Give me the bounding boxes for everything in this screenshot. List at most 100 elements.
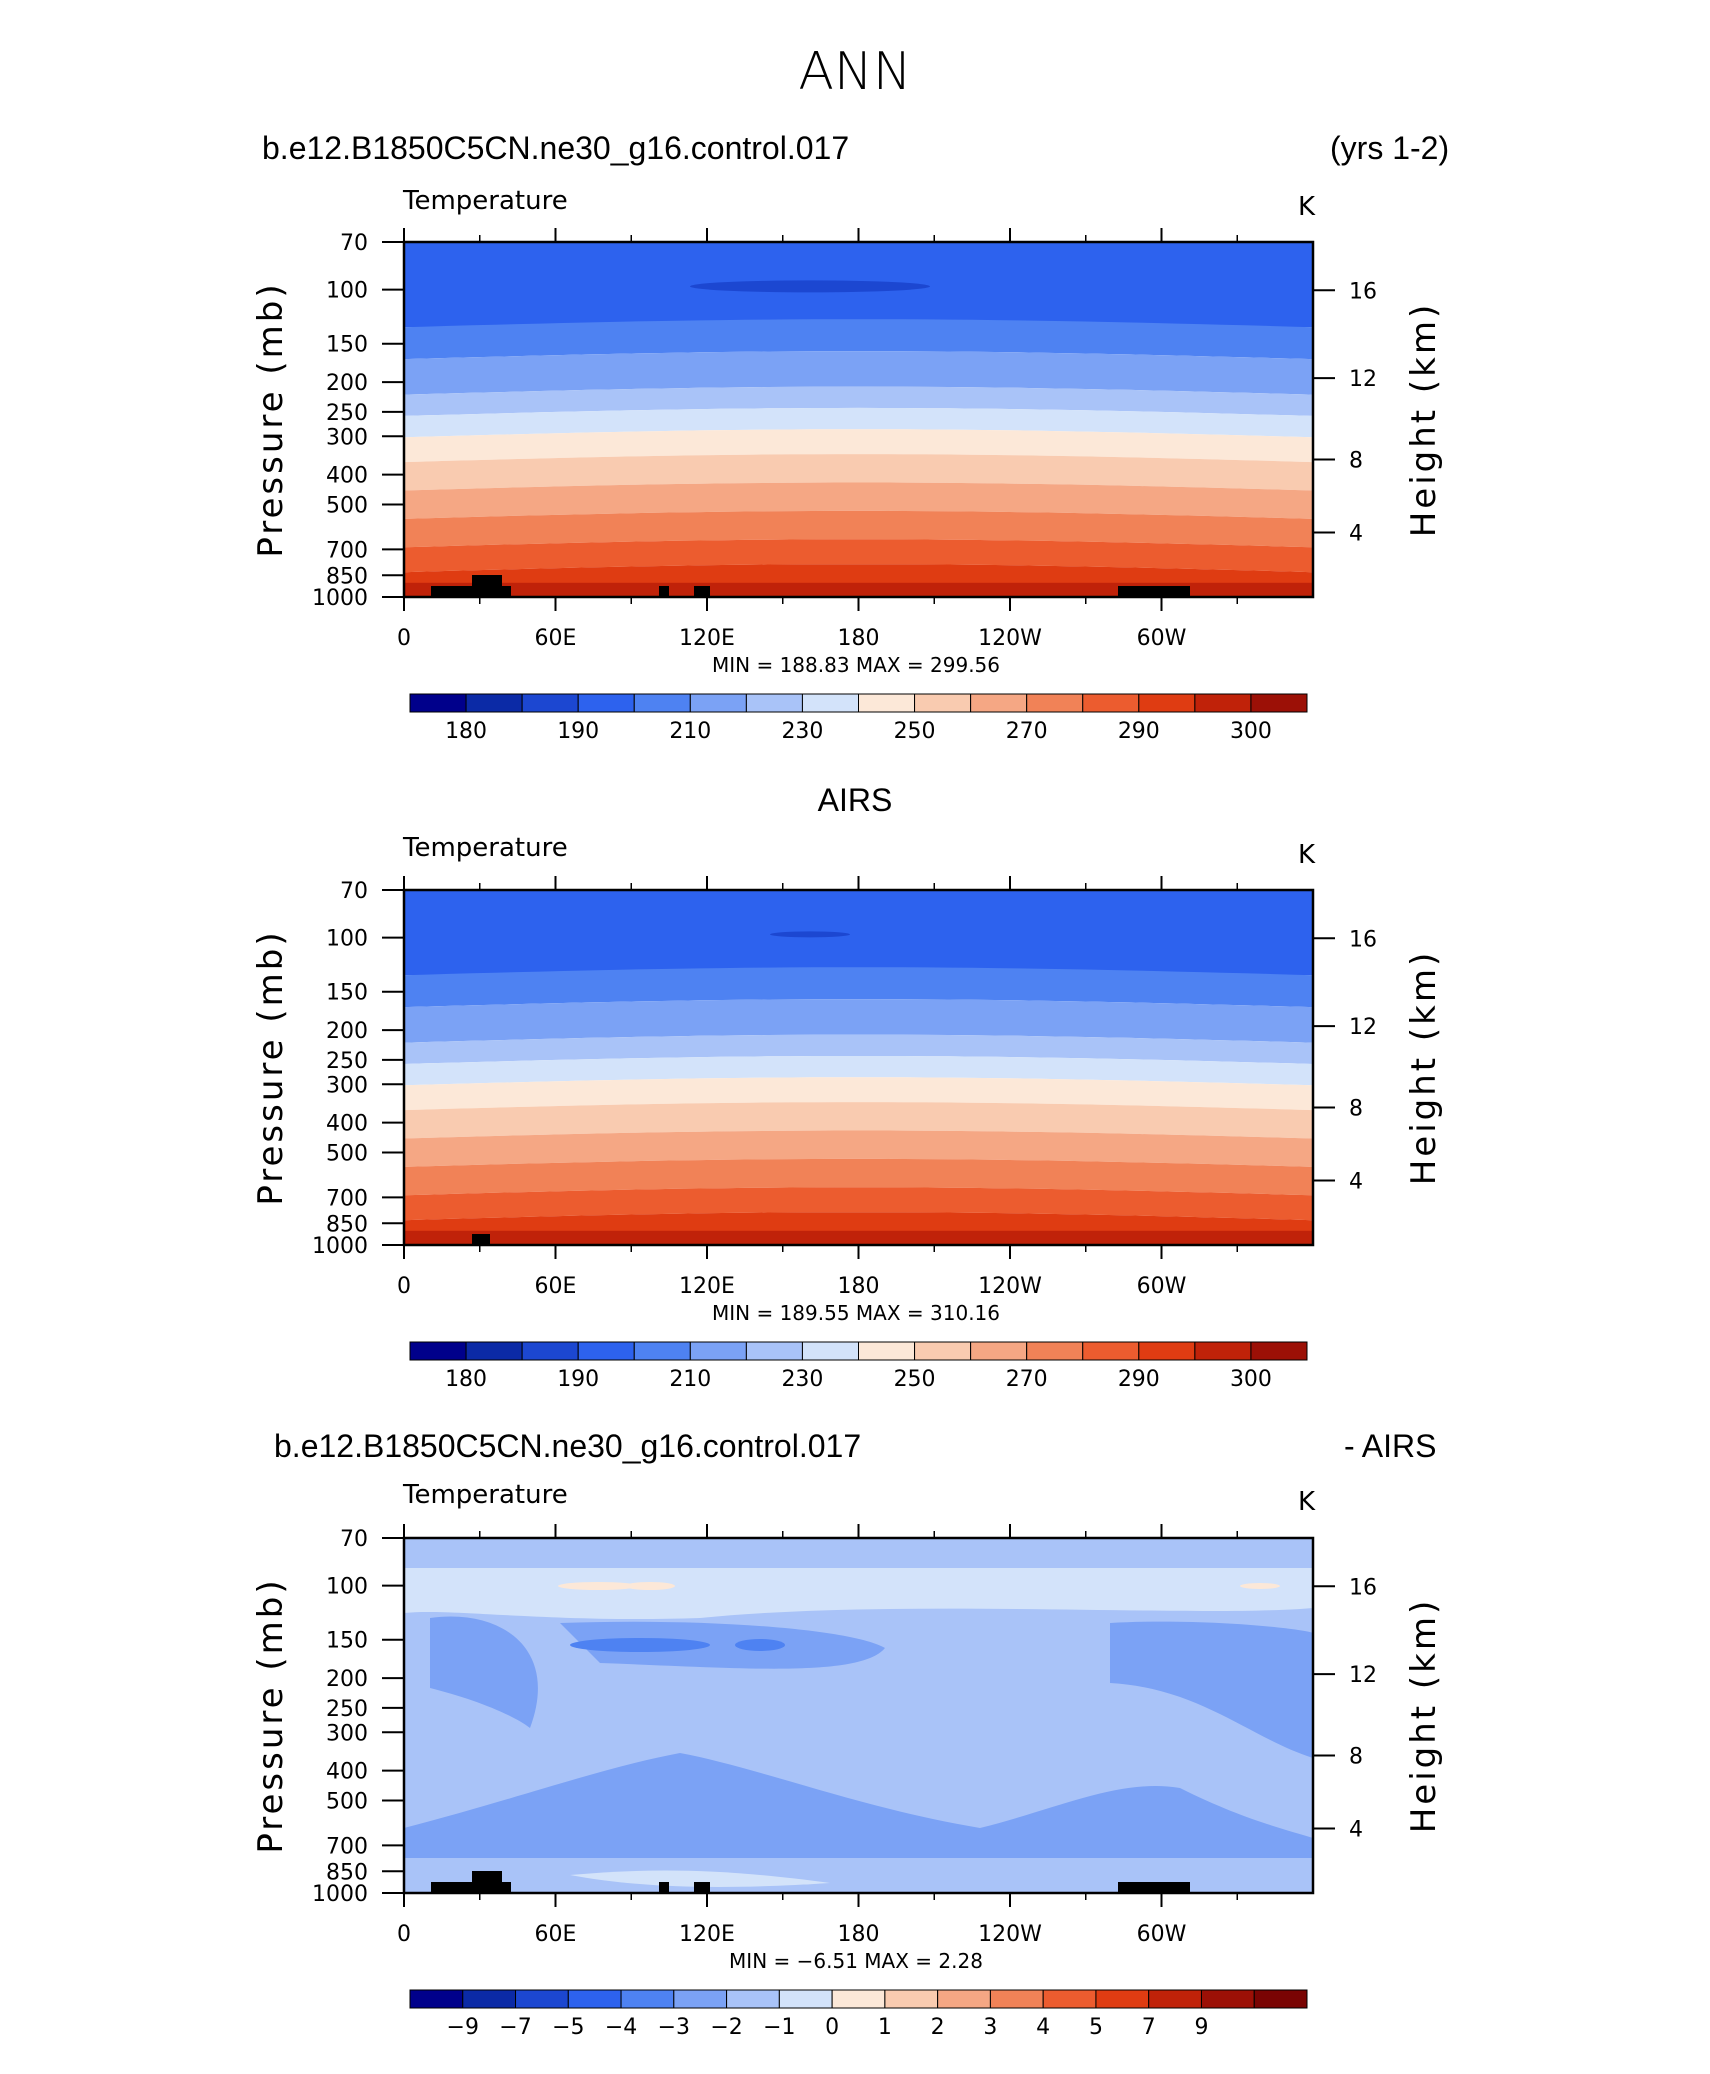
colorbar-box (1250, 1341, 1308, 1361)
warm-anomaly (1240, 1583, 1280, 1589)
temperature-band (404, 967, 1313, 1008)
colorbar-label: 5 (1089, 2015, 1103, 2040)
cold-anomaly (570, 1638, 710, 1652)
colorbar-box (1138, 693, 1196, 713)
y2-tick-label: 4 (1349, 1170, 1363, 1195)
surface-warm-band (404, 582, 1313, 597)
cold-tropopause-contour (770, 931, 850, 938)
panel3-units: K (1298, 1487, 1316, 1517)
y-tick-label: 70 (340, 231, 368, 256)
y-tick-label: 70 (340, 1527, 368, 1552)
topography-mask (659, 1882, 669, 1893)
panel1-left-title: b.e12.B1850C5CN.ne30_g16.control.017 (262, 130, 850, 166)
x-tick-label: 120E (679, 626, 735, 651)
topography-mask (472, 1234, 490, 1245)
colorbar-label: 230 (781, 719, 823, 744)
colorbar-box (620, 1989, 675, 2009)
darker-band-right (1110, 1621, 1313, 1758)
y-tick-label: 850 (326, 564, 368, 589)
y2-tick-label: 4 (1349, 522, 1363, 547)
colorbar-label: −2 (710, 2015, 742, 2040)
panel3-variable: Temperature (403, 1480, 568, 1510)
colorbar-box (1194, 693, 1252, 713)
y2-axis-label: Height (km) (1404, 302, 1444, 538)
panel1-variable: Temperature (403, 186, 568, 216)
colorbar-label: 250 (894, 719, 936, 744)
y-tick-label: 400 (326, 1760, 368, 1785)
y-tick-label: 700 (326, 1834, 368, 1859)
colorbar-box (858, 693, 916, 713)
x-tick-label: 0 (397, 1274, 411, 1299)
colorbar-label: 270 (1006, 1367, 1048, 1392)
panel2-minmax: MIN = 189.55 MAX = 310.16 (712, 1301, 1000, 1325)
x-tick-label: 120E (679, 1922, 735, 1947)
panel2-variable: Temperature (403, 833, 568, 863)
colorbar-label: −7 (499, 2015, 531, 2040)
colorbar-box (567, 1989, 622, 2009)
colorbar-label: 270 (1006, 719, 1048, 744)
x-tick-label: 0 (397, 626, 411, 651)
colorbar-label: −5 (552, 2015, 584, 2040)
y-tick-label: 400 (326, 1112, 368, 1137)
x-tick-label: 60E (535, 1922, 577, 1947)
x-tick-label: 180 (838, 1922, 880, 1947)
colorbar-box (745, 693, 803, 713)
colorbar-box (465, 1341, 523, 1361)
colorbar-box (801, 1341, 859, 1361)
y-tick-label: 300 (326, 1721, 368, 1746)
y-tick-label: 150 (326, 1629, 368, 1654)
colorbar-box (689, 1341, 747, 1361)
panel2-center-title: AIRS (817, 782, 893, 818)
cold-tropopause-contour (690, 280, 930, 293)
colorbar-box (914, 1341, 972, 1361)
y2-tick-label: 8 (1349, 448, 1363, 473)
colorbar-box (633, 1341, 691, 1361)
colorbar-box (726, 1989, 780, 2009)
y-tick-label: 1000 (312, 1234, 368, 1259)
colorbar-box (521, 693, 579, 713)
colorbar-label: −9 (447, 2015, 479, 2040)
colorbar-label: 7 (1142, 2015, 1156, 2040)
colorbar-box (801, 693, 859, 713)
y2-tick-label: 16 (1349, 927, 1377, 952)
colorbar-box (858, 1341, 916, 1361)
temperature-band (404, 510, 1313, 548)
y-tick-label: 850 (326, 1860, 368, 1885)
colorbar-box (409, 1989, 464, 2009)
panel3-minmax: MIN = −6.51 MAX = 2.28 (729, 1949, 983, 1973)
y2-tick-label: 12 (1349, 1663, 1377, 1688)
panel1-units: K (1298, 192, 1316, 222)
x-tick-label: 60W (1137, 1274, 1187, 1299)
warm-anomaly (558, 1582, 638, 1590)
panel1-right-title: (yrs 1-2) (1330, 130, 1450, 166)
x-tick-label: 120W (978, 1274, 1042, 1299)
panel1-minmax: MIN = 188.83 MAX = 299.56 (712, 653, 1000, 677)
colorbar-box (970, 693, 1028, 713)
colorbar-box (745, 1341, 803, 1361)
y-tick-label: 200 (326, 1019, 368, 1044)
panel1-contours (404, 242, 1313, 597)
temperature-band (404, 999, 1313, 1043)
colorbar-box (1250, 693, 1308, 713)
y-tick-label: 250 (326, 401, 368, 426)
temperature-band (404, 319, 1313, 360)
topography-mask (472, 1871, 502, 1893)
panel3-right-title: - AIRS (1344, 1428, 1437, 1464)
x-tick-label: 120E (679, 1274, 735, 1299)
temperature-band (404, 1102, 1313, 1139)
colorbar-box (1082, 1341, 1140, 1361)
colorbar-box (1026, 693, 1084, 713)
y2-tick-label: 8 (1349, 1096, 1363, 1121)
x-tick-label: 180 (838, 1274, 880, 1299)
y-tick-label: 100 (326, 927, 368, 952)
x-tick-label: 60E (535, 626, 577, 651)
colorbar-label: 180 (445, 719, 487, 744)
y-axis-label: Pressure (mb) (251, 1577, 291, 1853)
colorbar-box (633, 693, 691, 713)
colorbar-box (1042, 1989, 1097, 2009)
panel2-contours (404, 890, 1313, 1245)
y-tick-label: 100 (326, 1575, 368, 1600)
x-tick-label: 60W (1137, 626, 1187, 651)
figure-title: ANN (798, 42, 912, 102)
